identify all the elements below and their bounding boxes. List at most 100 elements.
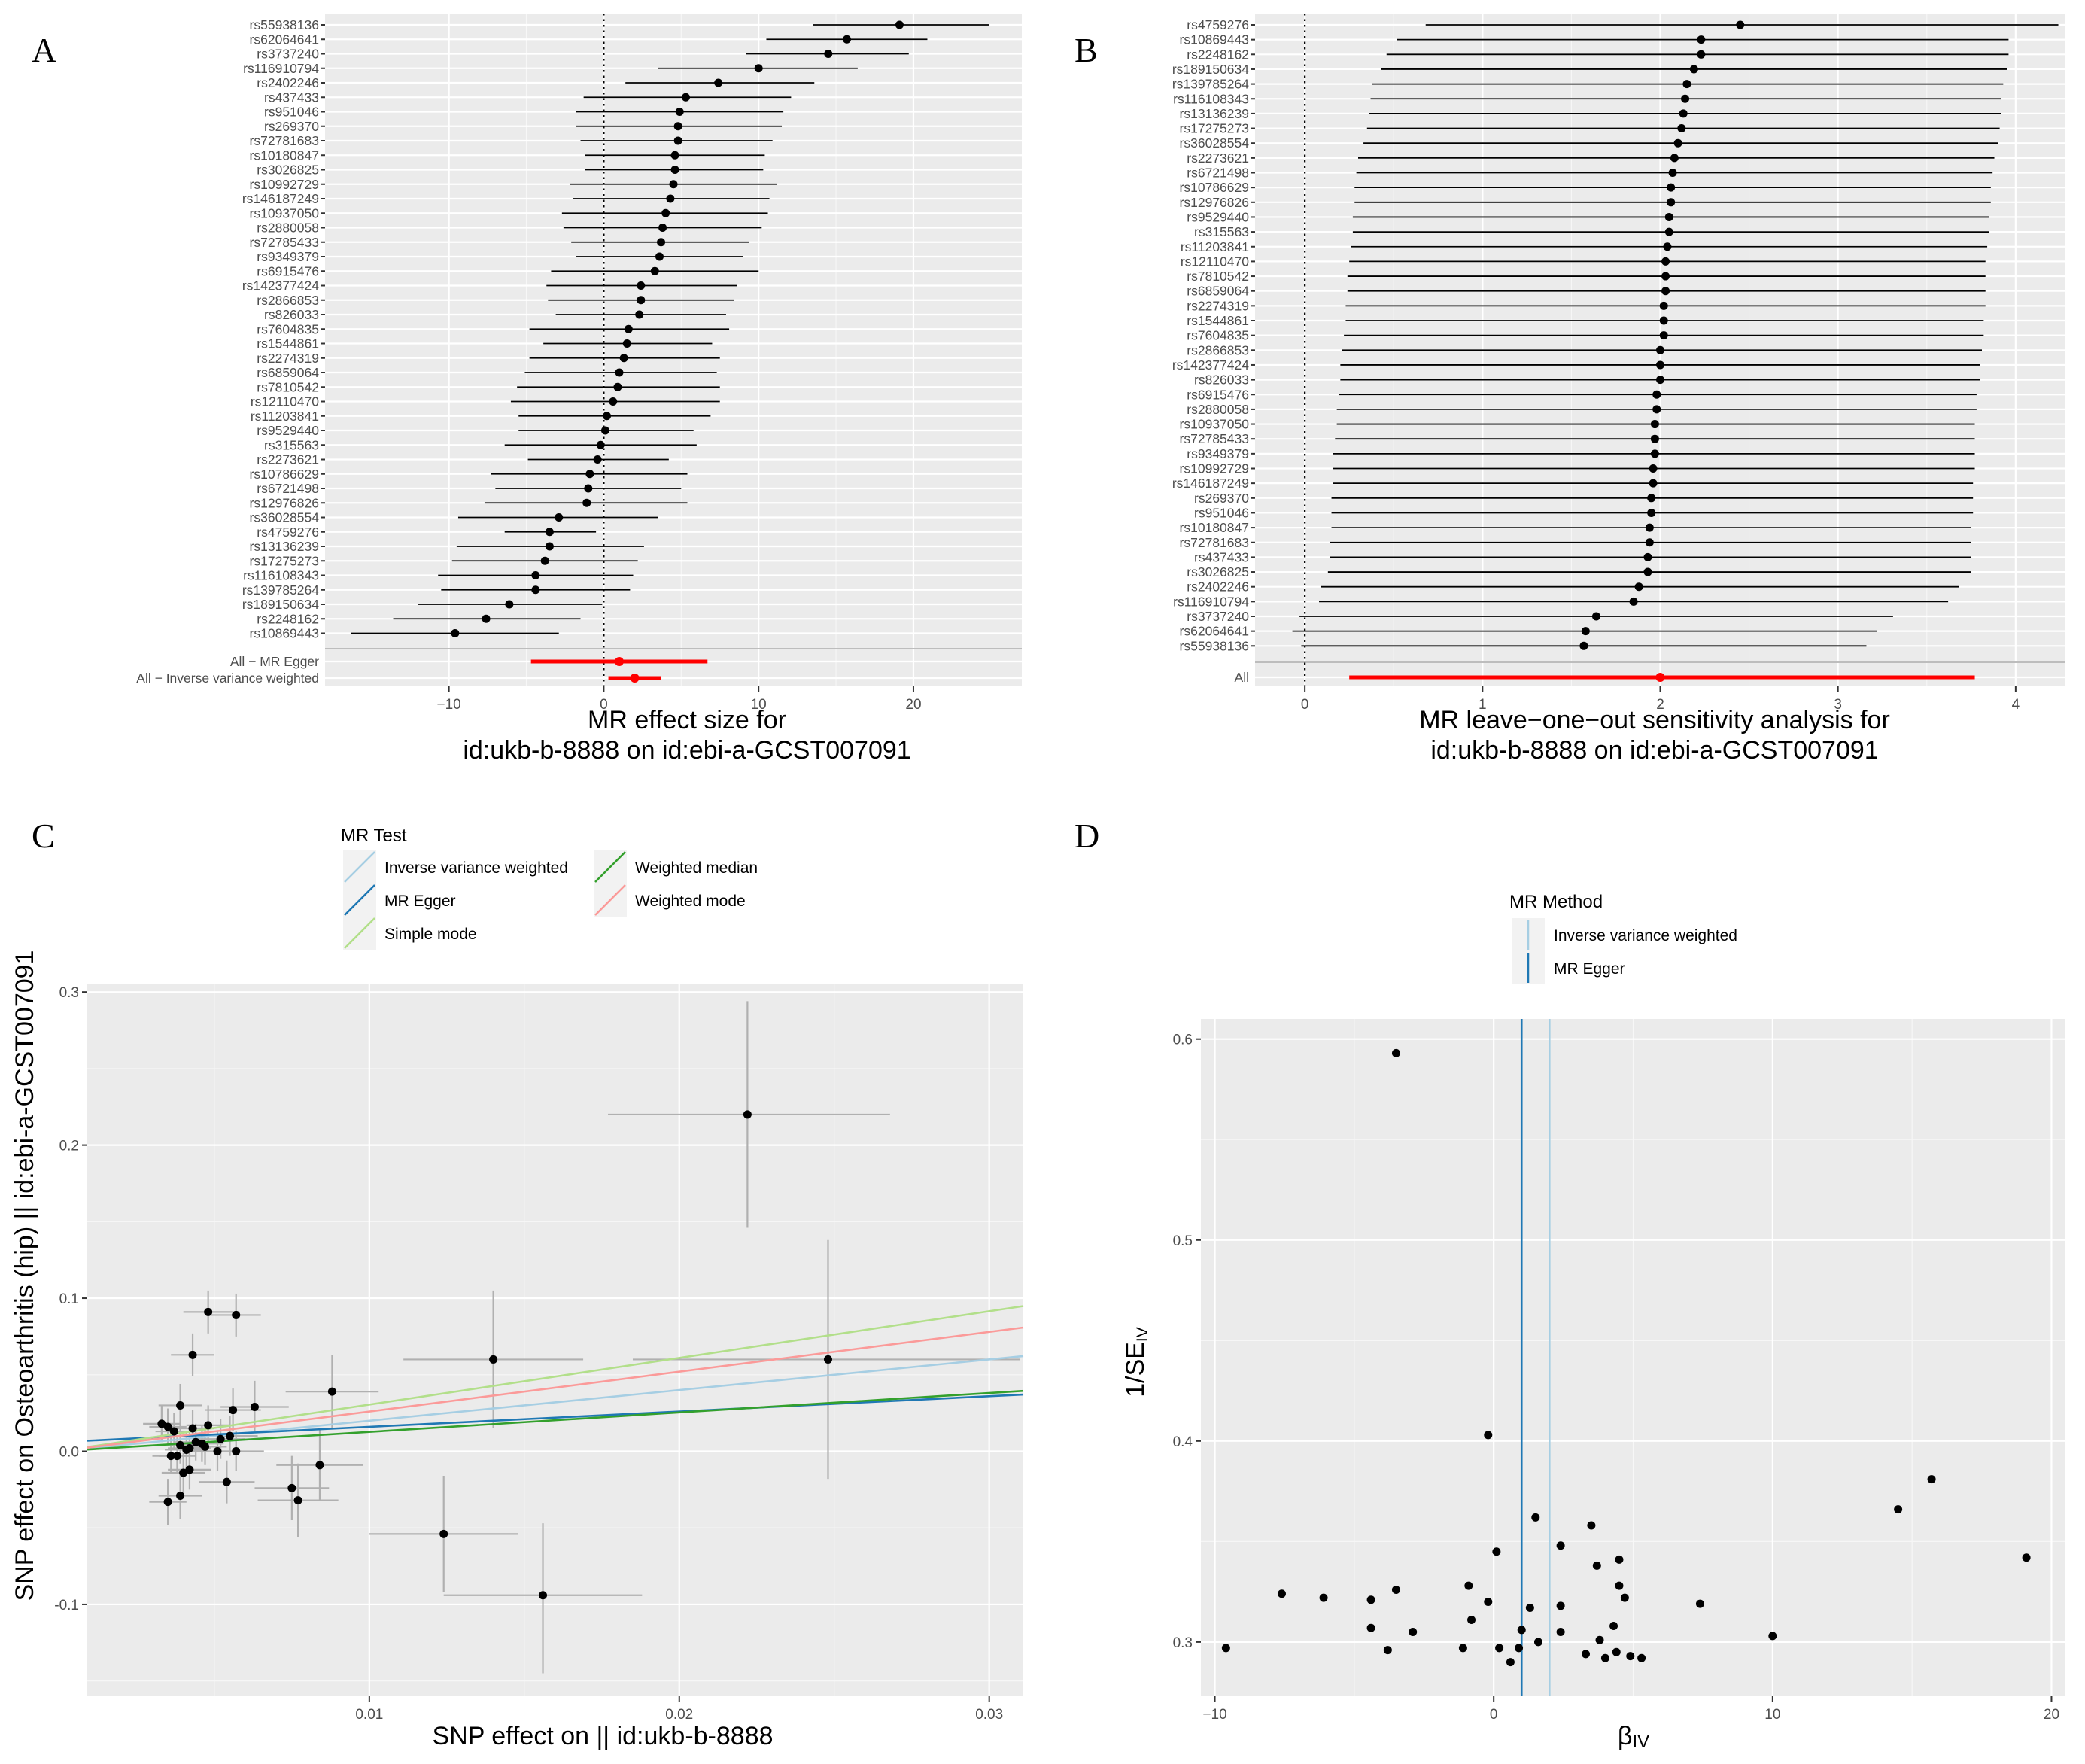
panel-a-point-rs146187249 bbox=[666, 194, 675, 203]
panel-a-row-label-rs6859064: rs6859064 bbox=[257, 365, 319, 380]
panel-d-point bbox=[1506, 1658, 1515, 1667]
panel-c-scatter-plot: 0.01 0.02 0.03 -0.1 0.0 0.1 0.2 0.3 bbox=[54, 984, 1024, 1723]
panel-a-row-label-rs1544861: rs1544861 bbox=[257, 336, 319, 351]
panel-b-row-label-rs6915476: rs6915476 bbox=[1187, 387, 1249, 402]
panel-c-legend-simple-mode: Simple mode bbox=[384, 926, 477, 943]
panel-a-xlabel-line1: MR effect size for bbox=[588, 706, 786, 734]
panel-b-row-label-rs10869443: rs10869443 bbox=[1180, 32, 1249, 47]
panel-a-row-label-rs2248162: rs2248162 bbox=[257, 611, 319, 626]
panel-b-row-label-rs2274319: rs2274319 bbox=[1187, 298, 1249, 313]
panel-a-point-rs4759276 bbox=[545, 528, 554, 537]
panel-c-point bbox=[172, 1452, 181, 1461]
panel-d-y-tick-label: 0.5 bbox=[1173, 1233, 1193, 1249]
panel-d-point bbox=[1484, 1431, 1493, 1440]
panel-d-point bbox=[1391, 1048, 1400, 1057]
panel-d-point bbox=[1556, 1628, 1565, 1637]
panel-a-x-tick-label: 20 bbox=[905, 697, 921, 713]
panel-b-row-label-rs139785264: rs139785264 bbox=[1172, 77, 1249, 92]
panel-c-point bbox=[204, 1421, 213, 1430]
panel-c-line-simple_mode bbox=[87, 1305, 1024, 1449]
panel-b-point-rs55938136 bbox=[1579, 641, 1588, 650]
panel-a-x-tick-label: 0 bbox=[600, 697, 608, 713]
panel-a-point-rs437433 bbox=[681, 93, 690, 102]
panel-b-x-tick-label: 3 bbox=[1834, 697, 1842, 713]
panel-b-x-tick-label: 0 bbox=[1301, 697, 1309, 713]
panel-b-row-label-rs7810542: rs7810542 bbox=[1187, 269, 1249, 284]
panel-b-row-label-rs10992729: rs10992729 bbox=[1180, 461, 1249, 476]
panel-b-point-rs1544861 bbox=[1659, 316, 1668, 325]
panel-b-point-rs2866853 bbox=[1656, 345, 1664, 354]
panel-c-line-egger bbox=[87, 1393, 1024, 1442]
panel-b-point-rs6915476 bbox=[1652, 390, 1661, 399]
panel-b-row-label-rs3026825: rs3026825 bbox=[1187, 564, 1249, 579]
panel-a-row-label-rs269370: rs269370 bbox=[264, 119, 319, 134]
panel-b-row-label-rs72785433: rs72785433 bbox=[1180, 431, 1249, 446]
panel-c-point bbox=[182, 1445, 191, 1454]
panel-d-point bbox=[1620, 1593, 1629, 1602]
panel-b-point-rs10937050 bbox=[1650, 420, 1659, 429]
panel-a-point-rs72781683 bbox=[673, 136, 682, 145]
panel-d-x-tick-label: −10 bbox=[1202, 1707, 1226, 1723]
panel-a-point-rs6859064 bbox=[615, 368, 624, 377]
panel-b-point-rs269370 bbox=[1647, 494, 1656, 503]
panel-a-point-rs36028554 bbox=[555, 513, 564, 522]
panel-a-point-rs142377424 bbox=[637, 281, 646, 290]
panel-b-xlabel-line2: id:ukb-b-8888 on id:ebi-a-GCST007091 bbox=[1430, 736, 1878, 765]
panel-b-leave-one-out-plot: rs4759276rs10869443rs2248162rs189150634r… bbox=[1172, 14, 2065, 713]
panel-d-point bbox=[1612, 1647, 1621, 1656]
panel-a-row-label-rs2866853: rs2866853 bbox=[257, 293, 319, 308]
panel-b-point-rs10180847 bbox=[1645, 523, 1654, 532]
panel-b-point-rs6721498 bbox=[1668, 169, 1677, 177]
panel-a-summary-point bbox=[614, 657, 624, 666]
panel-b-row-label-rs9529440: rs9529440 bbox=[1187, 209, 1249, 224]
panel-d-legend: MR Method Inverse variance weighted MR E… bbox=[1509, 892, 1737, 984]
panel-b-row-label-rs116910794: rs116910794 bbox=[1173, 594, 1249, 609]
panel-c-point bbox=[191, 1437, 200, 1446]
panel-c-point bbox=[315, 1461, 324, 1470]
panel-b-point-rs116910794 bbox=[1629, 597, 1638, 606]
panel-d-point bbox=[1383, 1646, 1392, 1655]
panel-b-row-label-rs6859064: rs6859064 bbox=[1187, 284, 1249, 299]
panel-a-point-rs2248162 bbox=[482, 614, 491, 623]
panel-a-row-label-rs3737240: rs3737240 bbox=[257, 47, 319, 62]
panel-b-point-rs189150634 bbox=[1689, 65, 1698, 74]
panel-d-xlabel: βIV bbox=[1618, 1722, 1649, 1752]
panel-c-point bbox=[229, 1406, 238, 1415]
panel-a-row-label-rs6721498: rs6721498 bbox=[257, 481, 319, 496]
panel-a-point-rs2274319 bbox=[619, 354, 628, 363]
panel-c-y-tick-label: 0.3 bbox=[59, 985, 79, 1001]
panel-a-row-label-rs12976826: rs12976826 bbox=[250, 495, 319, 510]
panel-a-point-rs10180847 bbox=[670, 151, 679, 160]
panel-a-row-label-rs9529440: rs9529440 bbox=[257, 423, 319, 438]
panel-b-row-label-rs146187249: rs146187249 bbox=[1172, 476, 1249, 491]
panel-b-row-label-rs7604835: rs7604835 bbox=[1187, 328, 1249, 343]
panel-c-x-tick-label: 0.03 bbox=[975, 1707, 1003, 1723]
panel-a-point-rs6721498 bbox=[584, 484, 593, 493]
panel-c-y-tick-label: 0.2 bbox=[59, 1139, 79, 1154]
panel-c-line-weighted_mode bbox=[87, 1326, 1024, 1449]
panel-a-point-rs116108343 bbox=[531, 571, 540, 579]
panel-a-row-label-rs10786629: rs10786629 bbox=[250, 467, 319, 482]
panel-b-summary-point bbox=[1655, 673, 1665, 682]
panel-a-row-label-rs36028554: rs36028554 bbox=[250, 510, 320, 525]
panel-c-point bbox=[327, 1387, 336, 1396]
panel-b-point-rs146187249 bbox=[1649, 479, 1658, 488]
panel-c-point bbox=[176, 1440, 185, 1449]
panel-a-point-rs315563 bbox=[596, 440, 605, 449]
panel-c-point bbox=[201, 1442, 210, 1451]
panel-a-point-rs10786629 bbox=[585, 470, 594, 479]
panel-c-point bbox=[213, 1446, 222, 1455]
panel-d-point bbox=[1927, 1475, 1936, 1484]
panel-b-row-label-rs36028554: rs36028554 bbox=[1180, 135, 1250, 151]
panel-letter-d: D bbox=[1074, 817, 1099, 855]
panel-d-xlabel-beta: βIV bbox=[1618, 1722, 1649, 1752]
panel-a-point-rs189150634 bbox=[505, 600, 514, 609]
panel-b-row-label-rs189150634: rs189150634 bbox=[1172, 62, 1249, 77]
panel-c-legend-key-weighted-mode bbox=[594, 884, 626, 916]
panel-b-point-rs3026825 bbox=[1643, 567, 1652, 576]
panel-a-summary-label: All − Inverse variance weighted bbox=[136, 671, 319, 686]
panel-a-point-rs826033 bbox=[635, 310, 644, 319]
panel-b-row-label-rs6721498: rs6721498 bbox=[1187, 166, 1249, 181]
panel-b-point-rs72785433 bbox=[1650, 434, 1659, 443]
panel-d-point bbox=[1587, 1521, 1596, 1530]
